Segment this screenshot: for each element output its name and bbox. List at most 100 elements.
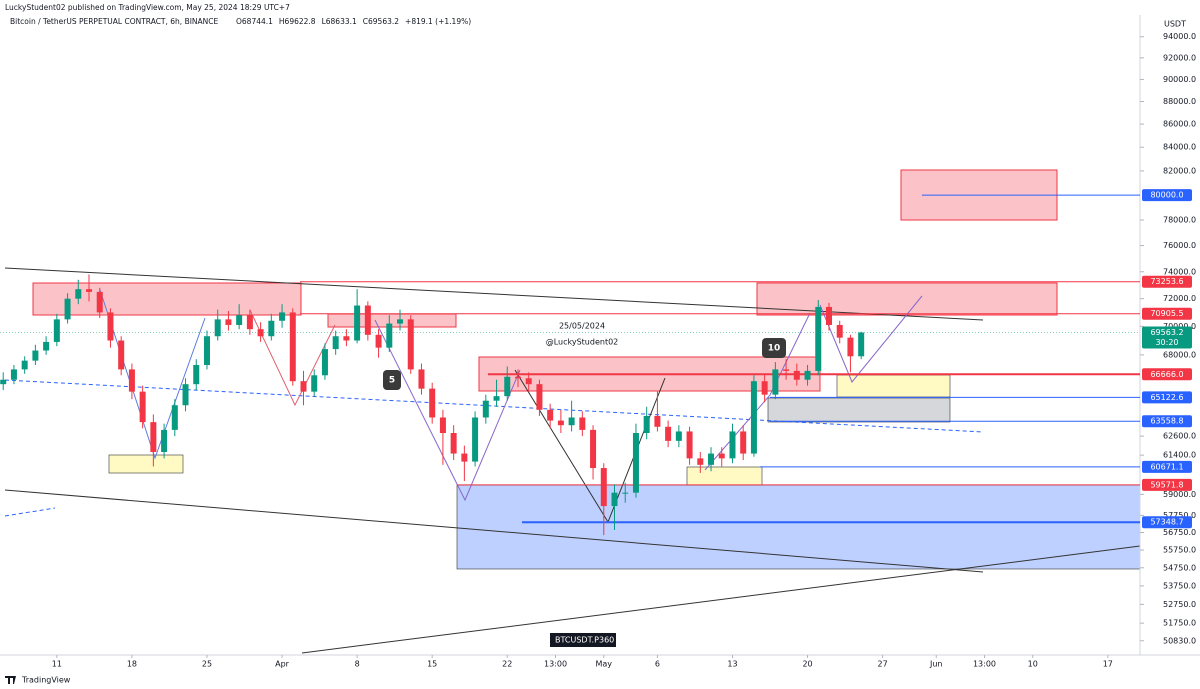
zone — [767, 397, 951, 423]
candle-body — [793, 370, 800, 380]
candle-body — [343, 336, 350, 341]
candle-body — [289, 312, 296, 382]
level-label-box — [1142, 516, 1192, 529]
candle-body — [439, 417, 446, 434]
y-tick-label: 86000.0 — [1163, 120, 1196, 129]
zone — [686, 466, 763, 486]
y-tick-label: 61400.0 — [1163, 451, 1196, 460]
last-price-box — [1142, 326, 1192, 349]
y-tick-label: 92000.0 — [1163, 53, 1196, 62]
x-tick-label: 6 — [655, 660, 660, 669]
candle-body — [75, 289, 82, 299]
candle-body — [729, 431, 736, 459]
level-label-box — [1142, 368, 1192, 381]
candle-body — [429, 388, 436, 418]
symbol: Bitcoin / TetherUS PERPETUAL CONTRACT, 6… — [10, 17, 219, 26]
x-tick-label: 10 — [1028, 660, 1038, 669]
x-tick-label: 8 — [355, 660, 360, 669]
path-arrow — [249, 309, 336, 407]
x-tick-label: 18 — [127, 660, 137, 669]
badge-label: 5 — [389, 376, 395, 386]
y-tick-label: 90000.0 — [1163, 75, 1196, 84]
zone — [32, 282, 302, 316]
badge — [762, 338, 786, 358]
publisher: LuckyStudent02 published on TradingView.… — [5, 3, 290, 12]
candle-body — [804, 370, 811, 380]
candle-body — [450, 433, 457, 454]
x-tick-label: 13:00 — [973, 660, 996, 669]
y-tick-label: 62600.0 — [1163, 432, 1196, 441]
candle-body — [268, 320, 275, 337]
y-tick-label: 54750.0 — [1163, 563, 1196, 572]
candle-body — [32, 350, 39, 361]
level-label-box — [1142, 391, 1192, 404]
candle-body — [514, 376, 521, 379]
candle-body — [643, 415, 650, 434]
badge — [383, 370, 401, 390]
candle-body — [836, 324, 843, 338]
candle-body — [461, 453, 468, 462]
candle-body — [182, 384, 189, 406]
y-tick-label: 84000.0 — [1163, 143, 1196, 152]
level-label-box — [1142, 478, 1192, 491]
annotation: @LuckyStudent02 — [546, 338, 619, 347]
ohlc-value: O68744.1 — [236, 17, 273, 26]
x-tick-label: 22 — [502, 660, 512, 669]
candle-body — [761, 381, 768, 395]
path-arrow — [374, 319, 521, 502]
brand-logo — [5, 676, 16, 684]
x-tick-label: 13:00 — [544, 660, 567, 669]
level-label: 63558.8 — [1150, 417, 1183, 426]
symbol-badge-text: 360 — [599, 636, 614, 645]
badge-label: 10 — [768, 344, 781, 354]
candle-body — [858, 332, 865, 357]
last-price-label: 69563.2 — [1150, 328, 1183, 337]
zone — [836, 374, 951, 398]
zone — [756, 282, 1058, 316]
candle-body — [96, 291, 103, 313]
candle-body — [139, 391, 146, 423]
candle-body — [815, 306, 822, 371]
candle-body — [21, 360, 28, 370]
candle-body — [118, 340, 125, 370]
x-tick-label: 13 — [727, 660, 737, 669]
candle-body — [214, 319, 221, 337]
brand: TradingView — [21, 676, 71, 685]
candle-body — [590, 429, 597, 469]
y-tick-label: 68000.0 — [1163, 350, 1196, 359]
candle-body — [772, 369, 779, 395]
candle-body — [257, 329, 264, 337]
x-tick-label: 20 — [802, 660, 812, 669]
x-tick-label: 11 — [52, 660, 62, 669]
candle-body — [64, 298, 71, 320]
ohlc-value: +819.1 (+1.19%) — [405, 17, 471, 26]
level-label-box — [1142, 307, 1192, 320]
trendline — [301, 545, 1141, 654]
x-tick-label: 27 — [878, 660, 888, 669]
path-arrow — [819, 295, 923, 383]
x-tick-label: 25 — [202, 660, 212, 669]
candle-body — [171, 405, 178, 430]
candle-body — [225, 319, 232, 325]
x-tick-label: Jun — [929, 660, 943, 669]
x-tick-label: 15 — [427, 660, 437, 669]
candle-body — [708, 453, 715, 465]
annotation: 25/05/2024 — [559, 322, 605, 331]
level-label: 73253.6 — [1150, 277, 1183, 286]
candle-body — [246, 315, 253, 330]
zone — [456, 484, 1141, 570]
trendline — [4, 507, 56, 517]
level-label-box — [1142, 275, 1192, 288]
candle-body — [718, 453, 725, 459]
level-label-box — [1142, 460, 1192, 473]
level-label: 80000.0 — [1150, 191, 1183, 200]
candle-body — [557, 420, 564, 426]
candle-body — [386, 323, 393, 348]
candle-body — [236, 315, 243, 325]
y-tick-label: 74000.0 — [1163, 267, 1196, 276]
candle-body — [600, 468, 607, 507]
y-tick-label: 51750.0 — [1163, 619, 1196, 628]
candle-body — [10, 369, 17, 380]
candle-body — [407, 319, 414, 370]
